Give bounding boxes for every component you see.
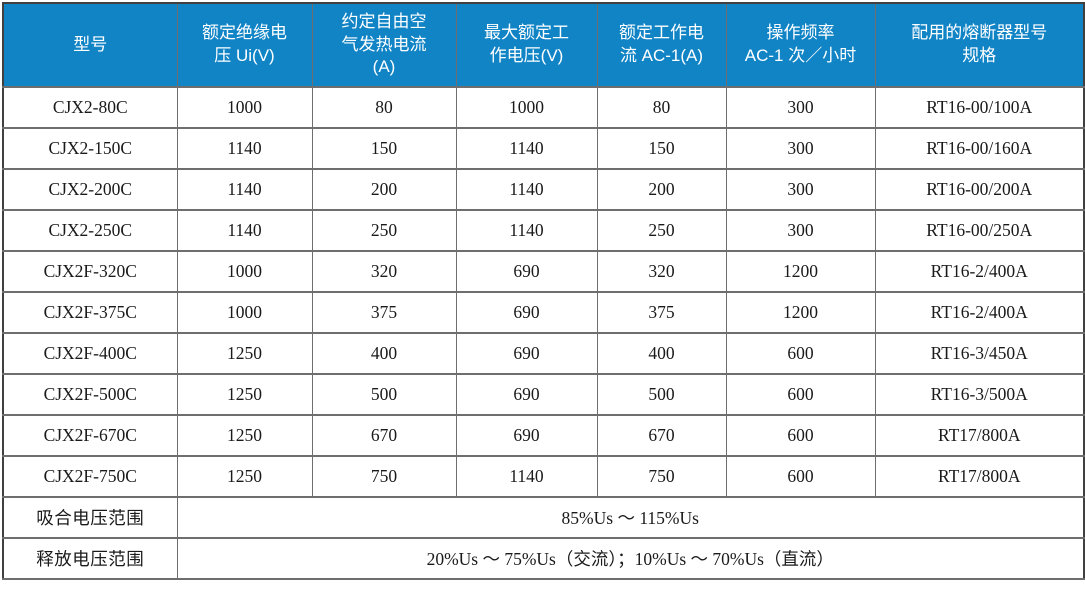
value-cell: 500	[311, 373, 457, 416]
table-row: CJX2F-375C 1000 375 690 375 1200 RT16-2/400A	[2, 291, 1085, 334]
value-cell: 670	[596, 414, 727, 457]
value-cell: 250	[311, 209, 457, 252]
value-cell: 600	[725, 414, 876, 457]
model-cell: CJX2F-320C	[2, 250, 178, 293]
header-cell-working-current: 额定工作电 流 AC-1(A)	[596, 2, 727, 88]
value-cell: 1000	[176, 250, 313, 293]
header-cell-model: 型号	[2, 2, 178, 88]
value-cell: 1250	[176, 332, 313, 375]
table-body: CJX2-80C 1000 80 1000 80 300 RT16-00/100A CJX2-…	[2, 86, 1085, 498]
model-cell: CJX2-150C	[2, 127, 178, 170]
table-row: CJX2-250C 1140 250 1140 250 300 RT16-00/250A	[2, 209, 1085, 252]
value-cell: 1250	[176, 455, 313, 498]
header-cell-fuse-spec: 配用的熔断器型号 规格	[874, 2, 1085, 88]
model-cell: CJX2F-375C	[2, 291, 178, 334]
value-cell: RT16-00/100A	[874, 86, 1085, 129]
value-cell: 80	[596, 86, 727, 129]
value-cell: 600	[725, 332, 876, 375]
header-cell-operation-frequency: 操作频率 AC-1 次／小时	[725, 2, 876, 88]
value-cell: 375	[596, 291, 727, 334]
header-row: 型号 额定绝缘电 压 Ui(V) 约定自由空 气发热电流 (A) 最大额定工 作…	[2, 2, 1085, 88]
pickup-voltage-label: 吸合电压范围	[2, 496, 178, 539]
value-cell: RT16-00/200A	[874, 168, 1085, 211]
value-cell: 1200	[725, 291, 876, 334]
value-cell: 1250	[176, 373, 313, 416]
value-cell: 600	[725, 373, 876, 416]
table-row: CJX2F-400C 1250 400 690 400 600 RT16-3/450A	[2, 332, 1085, 375]
header-cell-thermal-current: 约定自由空 气发热电流 (A)	[311, 2, 457, 88]
value-cell: 750	[311, 455, 457, 498]
value-cell: RT16-2/400A	[874, 291, 1085, 334]
value-cell: 150	[596, 127, 727, 170]
value-cell: RT16-00/160A	[874, 127, 1085, 170]
model-cell: CJX2F-400C	[2, 332, 178, 375]
value-cell: 250	[596, 209, 727, 252]
value-cell: 1140	[176, 209, 313, 252]
value-cell: 1250	[176, 414, 313, 457]
model-cell: CJX2F-670C	[2, 414, 178, 457]
value-cell: 300	[725, 127, 876, 170]
value-cell: 750	[596, 455, 727, 498]
table-row: CJX2-200C 1140 200 1140 200 300 RT16-00/200A	[2, 168, 1085, 211]
pickup-voltage-value: 85%Us ～ 115%Us	[176, 496, 1085, 539]
value-cell: 300	[725, 168, 876, 211]
model-cell: CJX2F-750C	[2, 455, 178, 498]
value-cell: RT17/800A	[874, 414, 1085, 457]
model-cell: CJX2-80C	[2, 86, 178, 129]
contactor-spec-table: 型号 额定绝缘电 压 Ui(V) 约定自由空 气发热电流 (A) 最大额定工 作…	[2, 2, 1085, 580]
value-cell: 1140	[455, 209, 598, 252]
value-cell: 1140	[455, 455, 598, 498]
value-cell: 300	[725, 209, 876, 252]
value-cell: 320	[596, 250, 727, 293]
value-cell: 1140	[455, 168, 598, 211]
value-cell: RT16-3/500A	[874, 373, 1085, 416]
release-voltage-value: 20%Us ～ 75%Us（交流）；10%Us ～ 70%Us（直流）	[176, 537, 1085, 580]
table-row: 吸合电压范围 85%Us ～ 115%Us	[2, 496, 1085, 539]
table-row: 释放电压范围 20%Us ～ 75%Us（交流）；10%Us ～ 70%Us（直…	[2, 537, 1085, 580]
value-cell: 1140	[455, 127, 598, 170]
value-cell: 400	[596, 332, 727, 375]
value-cell: RT17/800A	[874, 455, 1085, 498]
value-cell: RT16-3/450A	[874, 332, 1085, 375]
table-row: CJX2-150C 1140 150 1140 150 300 RT16-00/160A	[2, 127, 1085, 170]
header-cell-max-working-voltage: 最大额定工 作电压(V)	[455, 2, 598, 88]
header-cell-insulation-voltage: 额定绝缘电 压 Ui(V)	[176, 2, 313, 88]
table-row: CJX2F-670C 1250 670 690 670 600 RT17/800A	[2, 414, 1085, 457]
table-row: CJX2F-320C 1000 320 690 320 1200 RT16-2/400A	[2, 250, 1085, 293]
release-voltage-label: 释放电压范围	[2, 537, 178, 580]
value-cell: 690	[455, 414, 598, 457]
value-cell: 690	[455, 250, 598, 293]
value-cell: 670	[311, 414, 457, 457]
value-cell: 600	[725, 455, 876, 498]
value-cell: 400	[311, 332, 457, 375]
value-cell: RT16-00/250A	[874, 209, 1085, 252]
table-row: CJX2F-750C 1250 750 1140 750 600 RT17/800A	[2, 455, 1085, 498]
value-cell: 1140	[176, 168, 313, 211]
model-cell: CJX2-250C	[2, 209, 178, 252]
model-cell: CJX2F-500C	[2, 373, 178, 416]
value-cell: 300	[725, 86, 876, 129]
value-cell: 80	[311, 86, 457, 129]
value-cell: 150	[311, 127, 457, 170]
value-cell: 375	[311, 291, 457, 334]
value-cell: 200	[311, 168, 457, 211]
value-cell: 1000	[176, 86, 313, 129]
value-cell: 320	[311, 250, 457, 293]
value-cell: 1140	[176, 127, 313, 170]
value-cell: 690	[455, 332, 598, 375]
value-cell: 1000	[455, 86, 598, 129]
value-cell: 1000	[176, 291, 313, 334]
value-cell: 690	[455, 373, 598, 416]
value-cell: 200	[596, 168, 727, 211]
value-cell: 690	[455, 291, 598, 334]
model-cell: CJX2-200C	[2, 168, 178, 211]
table-footer: 吸合电压范围 85%Us ～ 115%Us 释放电压范围 20%Us ～ 75%…	[2, 496, 1085, 580]
table-row: CJX2-80C 1000 80 1000 80 300 RT16-00/100A	[2, 86, 1085, 129]
value-cell: 1200	[725, 250, 876, 293]
table-header: 型号 额定绝缘电 压 Ui(V) 约定自由空 气发热电流 (A) 最大额定工 作…	[2, 2, 1085, 88]
table-row: CJX2F-500C 1250 500 690 500 600 RT16-3/500A	[2, 373, 1085, 416]
value-cell: RT16-2/400A	[874, 250, 1085, 293]
value-cell: 500	[596, 373, 727, 416]
